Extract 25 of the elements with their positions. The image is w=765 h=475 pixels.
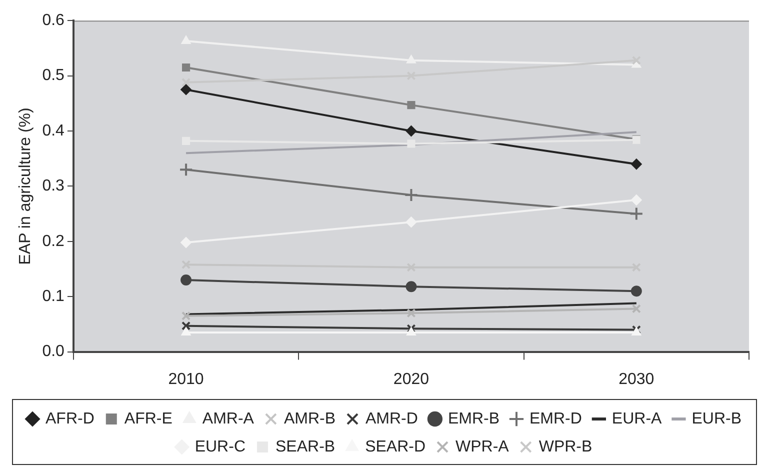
legend-label: SEAR-D bbox=[365, 438, 426, 456]
legend-label: EUR-A bbox=[612, 410, 662, 428]
x-tick-label: 2010 bbox=[168, 370, 204, 388]
legend-label: EUR-B bbox=[692, 410, 742, 428]
legend-label: AMR-A bbox=[202, 410, 254, 428]
legend-label: WPR-A bbox=[456, 438, 510, 456]
legend-label: EMR-B bbox=[448, 410, 500, 428]
legend-label: EMR-D bbox=[529, 410, 582, 428]
y-tick-label: 0.5 bbox=[42, 67, 65, 84]
legend-label: AMR-B bbox=[284, 410, 336, 428]
legend-label: AMR-D bbox=[366, 410, 418, 428]
y-tick-label: 0.1 bbox=[42, 288, 65, 306]
x-tick-label: 2030 bbox=[618, 370, 654, 388]
y-tick-label: 0.6 bbox=[42, 12, 65, 30]
y-tick-label: 0.2 bbox=[42, 232, 65, 250]
legend-label: AFR-E bbox=[124, 410, 172, 428]
legend-label: SEAR-B bbox=[275, 438, 336, 456]
y-tick-label: 0.3 bbox=[42, 178, 65, 195]
legend-label: EUR-C bbox=[194, 438, 246, 456]
legend-label: AFR-D bbox=[46, 410, 94, 428]
y-tick-label: 0.4 bbox=[42, 122, 65, 140]
y-axis-title: EAP in agriculture (%) bbox=[17, 108, 34, 265]
y-tick-label: 0.0 bbox=[42, 343, 65, 360]
legend-label: WPR-B bbox=[538, 438, 592, 456]
x-tick-label: 2020 bbox=[393, 370, 430, 388]
